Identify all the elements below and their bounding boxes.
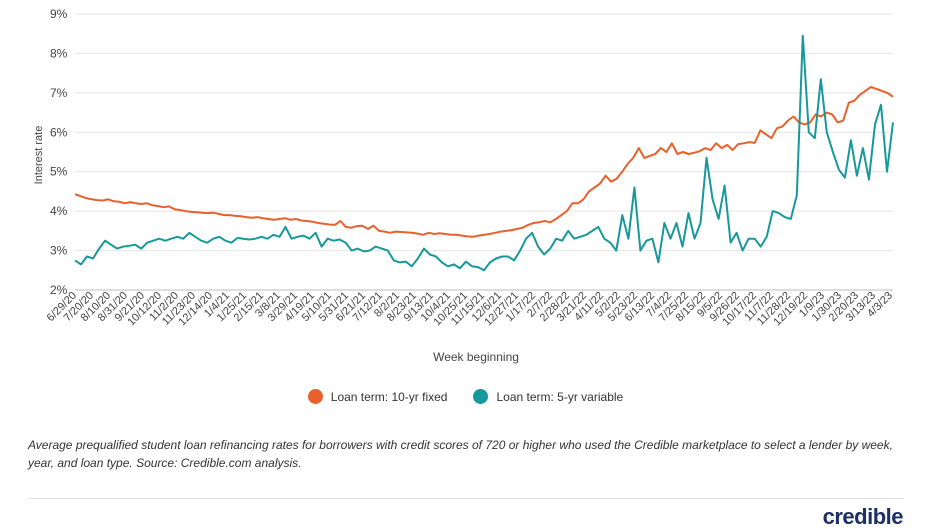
- legend-swatch-teal: [473, 389, 489, 404]
- legend-label: Loan term: 5-yr variable: [496, 389, 624, 404]
- gridlines: [75, 13, 893, 291]
- y-tick-label: 8%: [50, 46, 68, 60]
- y-axis-label: Interest rate: [33, 126, 45, 185]
- credible-logo: credible: [822, 504, 904, 529]
- y-tick-label: 2%: [50, 283, 68, 297]
- series-lines: [74, 34, 894, 272]
- y-tick-label: 4%: [50, 204, 68, 218]
- x-axis-label: Week beginning: [433, 350, 519, 364]
- x-axis-tick-labels: 6/29/207/20/208/10/208/31/209/21/2010/12…: [45, 290, 895, 329]
- chart-caption: Average prequalified student loan refina…: [28, 438, 893, 470]
- y-tick-label: 3%: [50, 244, 68, 258]
- legend-item-5yr-variable[interactable]: Loan term: 5-yr variable: [473, 389, 623, 404]
- legend-swatch-orange: [307, 389, 323, 404]
- y-tick-label: 7%: [50, 86, 68, 100]
- legend: Loan term: 10-yr fixed Loan term: 5-yr v…: [0, 389, 931, 404]
- y-tick-label: 5%: [50, 165, 68, 179]
- y-axis-tick-labels: 2% 3% 4% 5% 6% 7% 8% 9%: [50, 7, 68, 297]
- series-line-10yr-fixed: [74, 85, 894, 238]
- legend-label: Loan term: 10-yr fixed: [330, 389, 448, 404]
- divider: [28, 498, 904, 499]
- line-chart: 2% 3% 4% 5% 6% 7% 8% 9% Interest rate 6/29/207/…: [33, 7, 895, 364]
- series-line-5yr-variable: [74, 34, 894, 272]
- y-tick-label: 9%: [50, 7, 68, 21]
- y-tick-label: 6%: [50, 125, 68, 139]
- legend-item-10yr-fixed[interactable]: Loan term: 10-yr fixed: [307, 389, 448, 404]
